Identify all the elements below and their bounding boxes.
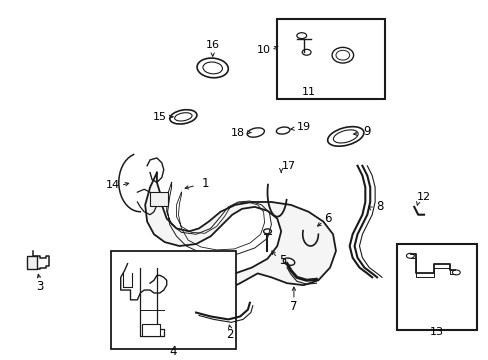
Text: 7: 7 xyxy=(289,300,297,313)
Text: 5: 5 xyxy=(279,254,286,267)
Text: 8: 8 xyxy=(376,201,383,213)
Text: 14: 14 xyxy=(105,180,120,190)
Text: 18: 18 xyxy=(231,127,244,138)
Text: 4: 4 xyxy=(169,345,177,358)
Text: 11: 11 xyxy=(301,87,315,98)
Bar xyxy=(27,256,37,270)
Text: 13: 13 xyxy=(429,327,443,337)
Text: 17: 17 xyxy=(282,161,295,171)
Polygon shape xyxy=(145,173,335,303)
Text: 16: 16 xyxy=(205,40,219,50)
Text: 12: 12 xyxy=(416,192,430,202)
Text: 2: 2 xyxy=(226,328,234,341)
Text: 15: 15 xyxy=(153,112,166,122)
Text: 10: 10 xyxy=(256,45,270,55)
Bar xyxy=(150,192,167,206)
Bar xyxy=(396,244,476,330)
Bar xyxy=(277,19,384,99)
Text: 19: 19 xyxy=(296,122,310,132)
Text: 6: 6 xyxy=(324,212,331,225)
Text: 9: 9 xyxy=(363,125,370,138)
Bar xyxy=(111,251,236,349)
Text: 3: 3 xyxy=(36,280,43,293)
Text: 1: 1 xyxy=(202,177,209,190)
Bar xyxy=(142,324,160,336)
